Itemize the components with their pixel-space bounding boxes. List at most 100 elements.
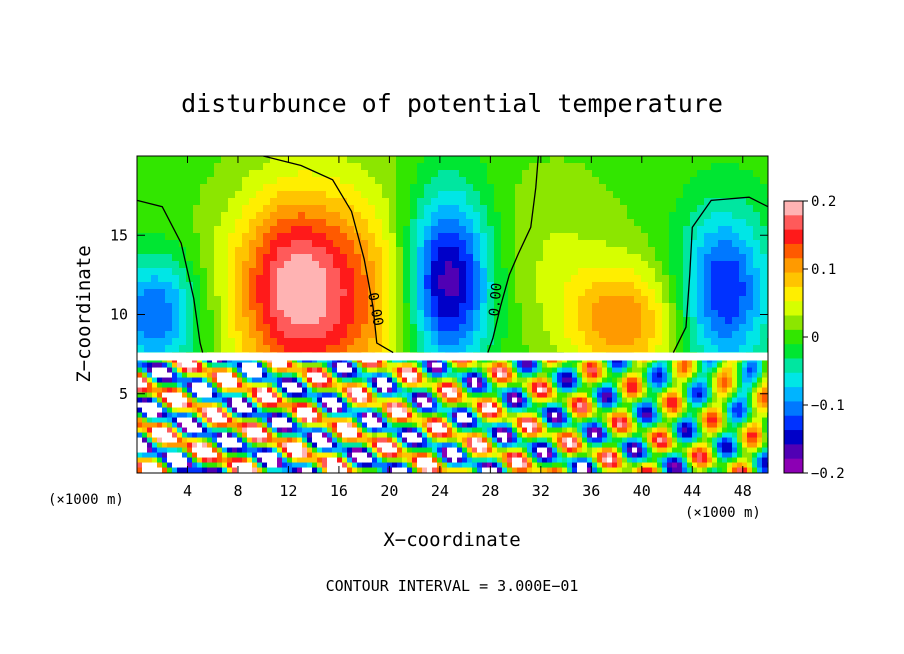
field-cell	[354, 261, 362, 269]
field-cell	[522, 382, 528, 389]
field-cell	[648, 338, 656, 346]
field-cell	[247, 362, 253, 369]
field-cell	[292, 362, 298, 369]
field-cell	[193, 338, 201, 346]
field-cell	[480, 296, 488, 304]
field-cell	[642, 412, 648, 419]
field-cell	[270, 156, 278, 164]
field-cell	[648, 233, 656, 241]
field-cell	[599, 261, 607, 269]
field-cell	[152, 432, 158, 439]
field-cell	[683, 177, 691, 185]
field-cell	[571, 191, 579, 199]
field-cell	[632, 427, 638, 434]
field-cell	[397, 432, 403, 439]
field-cell	[606, 177, 614, 185]
field-cell	[221, 254, 229, 262]
field-cell	[172, 205, 180, 213]
field-cell	[305, 247, 313, 255]
field-cell	[142, 417, 148, 424]
field-cell	[297, 377, 303, 384]
field-cell	[707, 382, 713, 389]
field-cell	[473, 177, 481, 185]
field-cell	[536, 240, 544, 248]
field-cell	[702, 407, 708, 414]
field-cell	[515, 317, 523, 325]
field-cell	[319, 254, 327, 262]
field-cell	[232, 392, 238, 399]
field-cell	[247, 387, 253, 394]
field-cell	[662, 397, 668, 404]
field-cell	[297, 422, 303, 429]
field-cell	[620, 331, 628, 339]
field-cell	[497, 407, 503, 414]
field-cell	[165, 261, 173, 269]
field-cell	[291, 212, 299, 220]
field-cell	[690, 282, 698, 290]
field-cell	[634, 247, 642, 255]
field-cell	[424, 170, 432, 178]
field-cell	[602, 402, 608, 409]
field-cell	[462, 442, 468, 449]
field-cell	[217, 382, 223, 389]
field-cell	[462, 372, 468, 379]
field-cell	[620, 296, 628, 304]
field-cell	[564, 345, 572, 353]
field-cell	[627, 310, 635, 318]
field-cell	[333, 233, 341, 241]
field-cell	[457, 427, 463, 434]
field-cell	[172, 240, 180, 248]
field-cell	[422, 442, 428, 449]
field-cell	[193, 170, 201, 178]
field-cell	[319, 184, 327, 192]
field-cell	[200, 317, 208, 325]
field-cell	[462, 382, 468, 389]
field-cell	[543, 345, 551, 353]
field-cell	[627, 296, 635, 304]
field-cell	[165, 191, 173, 199]
field-cell	[682, 407, 688, 414]
field-cell	[412, 367, 418, 374]
field-cell	[277, 324, 285, 332]
field-cell	[257, 442, 263, 449]
field-cell	[578, 296, 586, 304]
field-cell	[652, 367, 658, 374]
field-cell	[508, 317, 516, 325]
field-cell	[207, 432, 213, 439]
field-cell	[564, 198, 572, 206]
field-cell	[711, 317, 719, 325]
field-cell	[144, 184, 152, 192]
field-cell	[445, 163, 453, 171]
field-cell	[627, 427, 633, 434]
field-cell	[147, 407, 153, 414]
field-cell	[620, 338, 628, 346]
field-cell	[607, 432, 613, 439]
field-cell	[137, 432, 143, 439]
field-cell	[557, 437, 563, 444]
field-cell	[515, 303, 523, 311]
field-cell	[547, 407, 553, 414]
field-cell	[197, 387, 203, 394]
field-cell	[480, 163, 488, 171]
field-cell	[613, 240, 621, 248]
field-cell	[753, 184, 761, 192]
field-cell	[312, 422, 318, 429]
field-cell	[739, 205, 747, 213]
field-cell	[172, 191, 180, 199]
field-cell	[186, 191, 194, 199]
field-cell	[582, 382, 588, 389]
field-cell	[403, 261, 411, 269]
field-cell	[527, 377, 533, 384]
field-cell	[319, 317, 327, 325]
field-cell	[333, 156, 341, 164]
field-cell	[602, 372, 608, 379]
field-cell	[186, 219, 194, 227]
field-cell	[410, 303, 418, 311]
field-cell	[340, 268, 348, 276]
field-cell	[585, 268, 593, 276]
field-cell	[543, 170, 551, 178]
field-cell	[480, 191, 488, 199]
field-cell	[647, 412, 653, 419]
field-cell	[447, 362, 453, 369]
field-cell	[487, 254, 495, 262]
